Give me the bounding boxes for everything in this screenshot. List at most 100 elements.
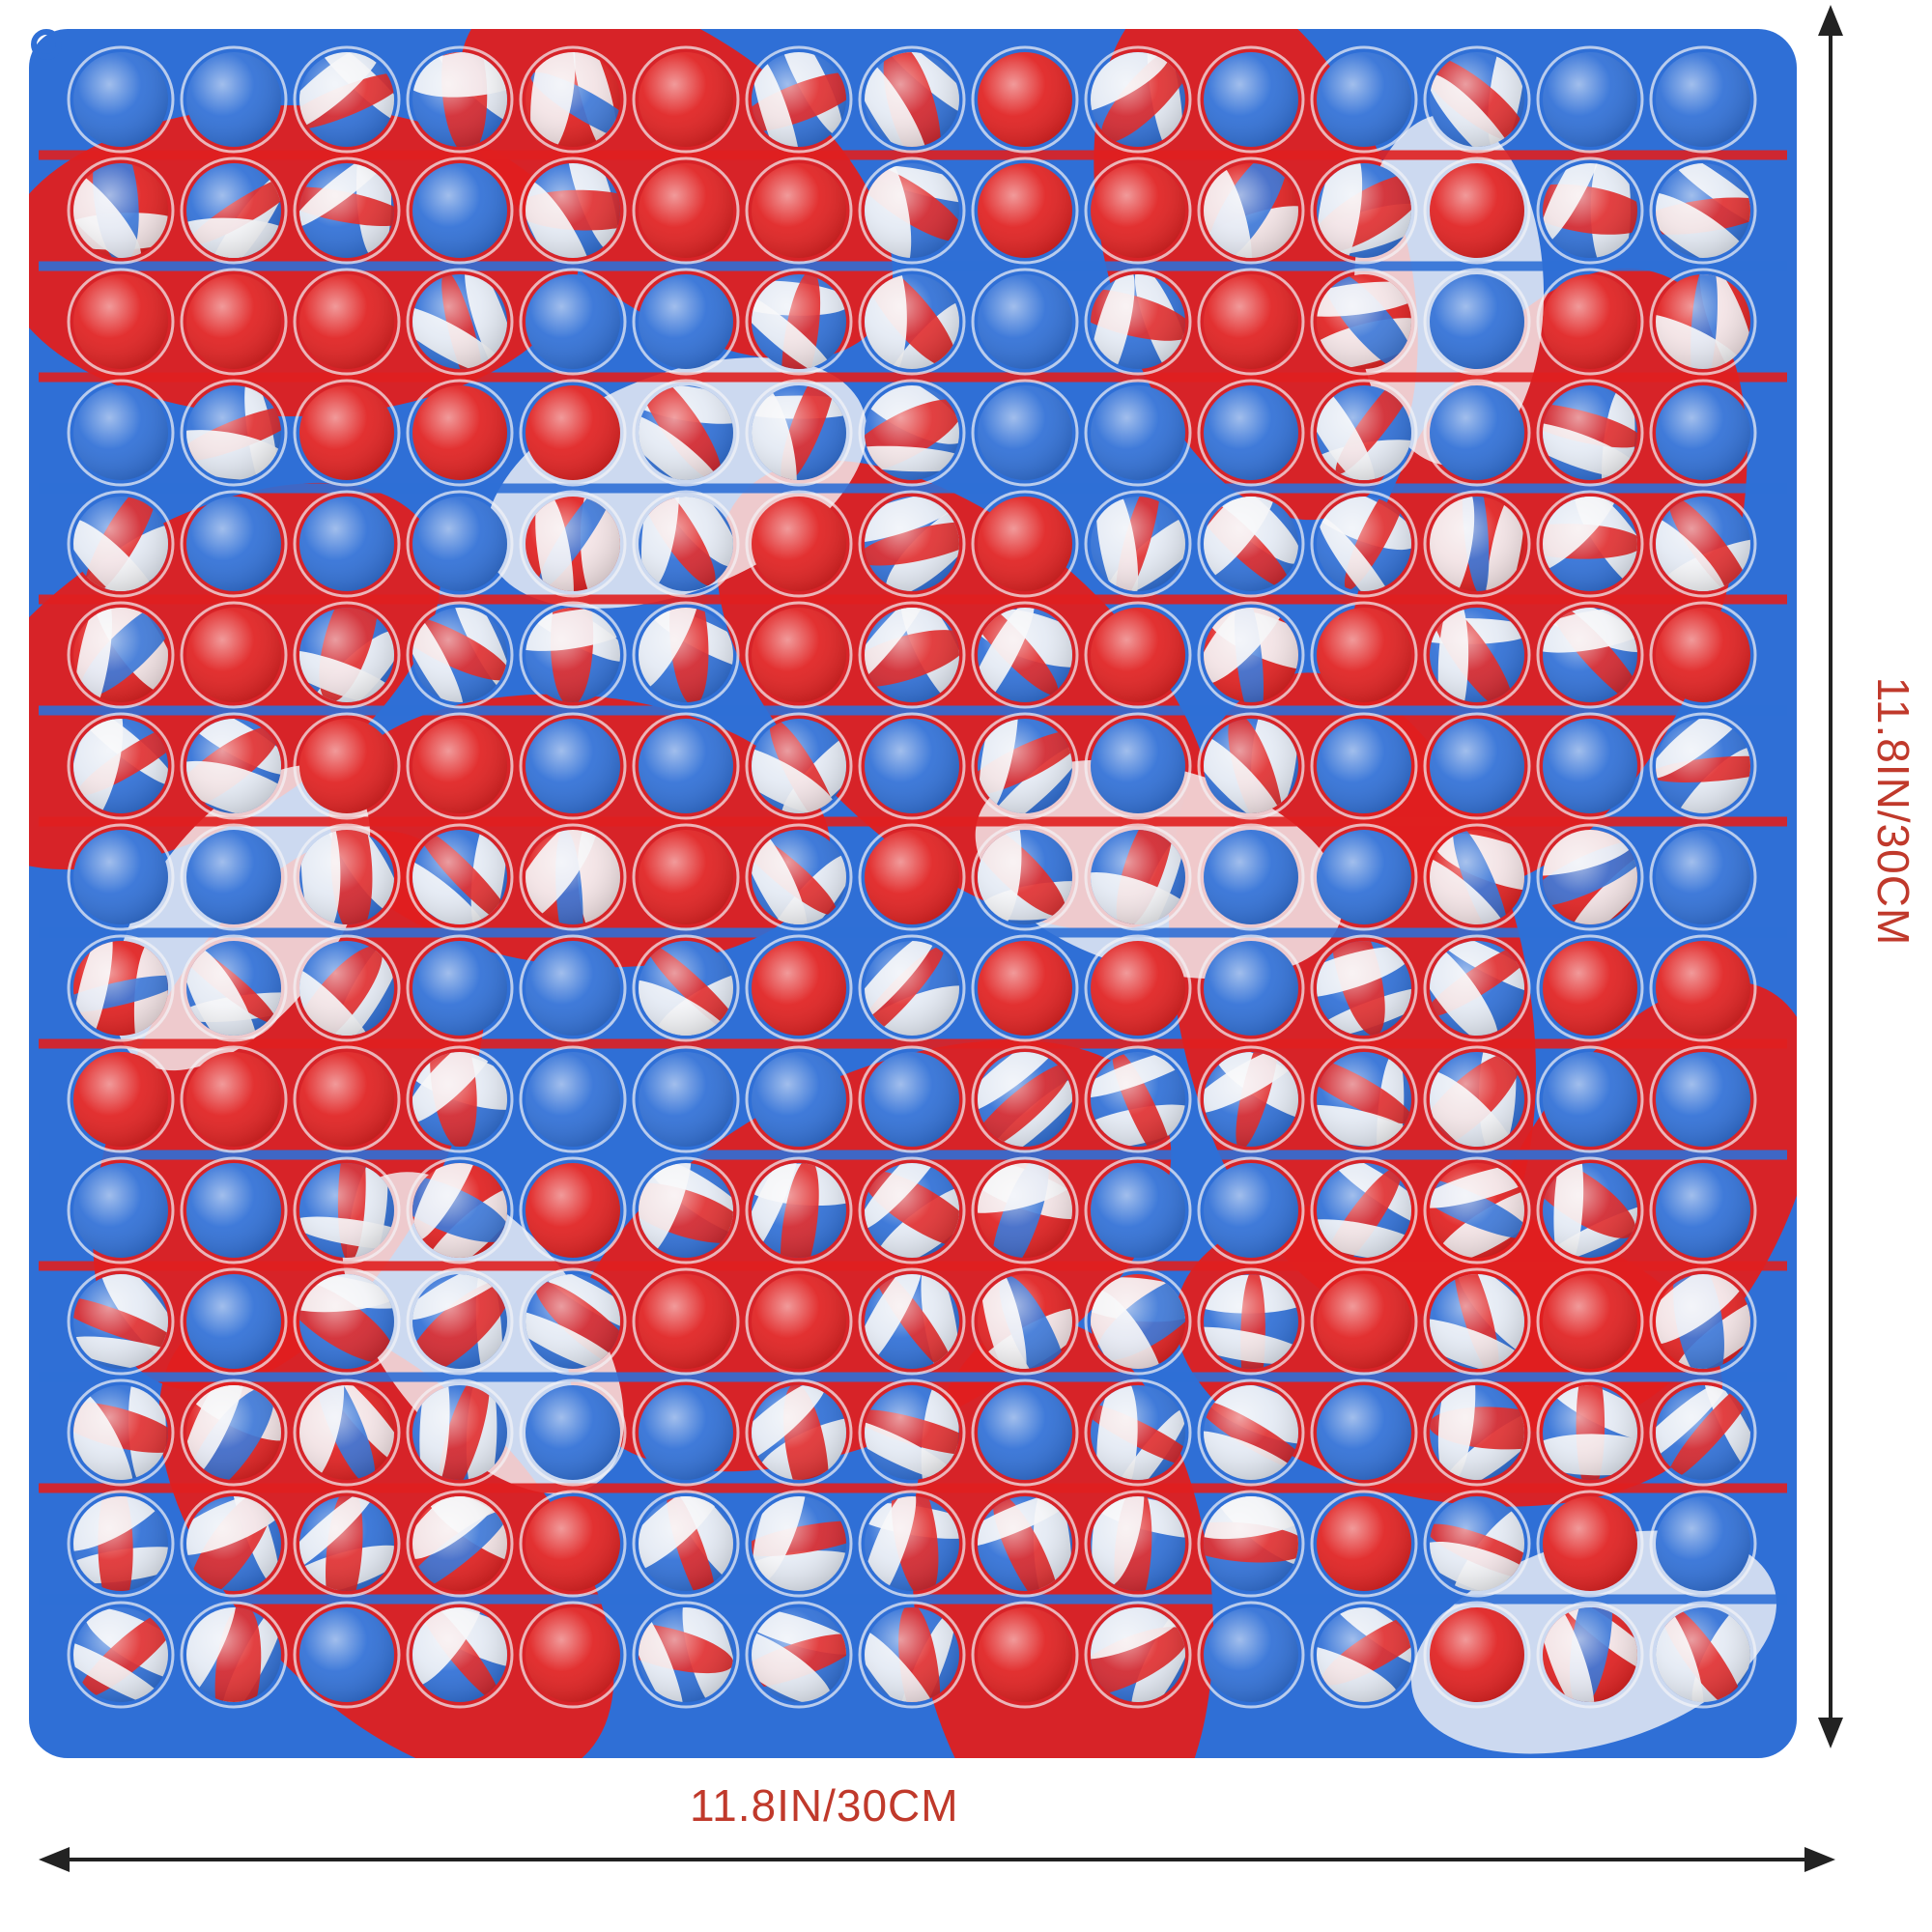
bubble[interactable] <box>289 1126 426 1292</box>
bubble[interactable] <box>1612 488 1793 623</box>
bubble[interactable] <box>1515 120 1656 276</box>
bubble[interactable] <box>839 22 989 178</box>
bubble[interactable] <box>519 379 627 487</box>
bubble[interactable] <box>58 690 200 837</box>
bubble[interactable] <box>519 1156 627 1264</box>
bubble[interactable] <box>519 1490 627 1598</box>
bubble[interactable] <box>711 1369 893 1520</box>
bubble[interactable] <box>1536 712 1644 820</box>
bubble[interactable] <box>1649 601 1757 709</box>
bubble[interactable] <box>165 156 312 291</box>
bubble[interactable] <box>163 1350 303 1512</box>
bubble[interactable] <box>1310 601 1418 709</box>
bubble[interactable] <box>1649 823 1757 931</box>
bubble[interactable] <box>1310 1378 1418 1487</box>
bubble[interactable] <box>267 24 420 154</box>
bubble[interactable] <box>387 1561 554 1709</box>
bubble[interactable] <box>715 268 853 408</box>
bubble[interactable] <box>269 566 415 742</box>
bubble[interactable] <box>406 490 514 598</box>
bubble[interactable] <box>1423 156 1531 265</box>
bubble[interactable] <box>1197 1156 1305 1264</box>
bubble[interactable] <box>394 1011 537 1153</box>
bubble[interactable] <box>47 923 185 1075</box>
bubble[interactable] <box>1536 1267 1644 1376</box>
bubble[interactable] <box>1423 379 1531 487</box>
bubble[interactable] <box>1064 1038 1207 1178</box>
bubble[interactable] <box>1536 268 1644 376</box>
bubble[interactable] <box>632 156 740 265</box>
bubble[interactable] <box>1084 934 1192 1042</box>
bubble[interactable] <box>1527 1357 1675 1492</box>
bubble[interactable] <box>519 1601 627 1709</box>
bubble[interactable] <box>1084 469 1226 612</box>
bubble[interactable] <box>180 1267 288 1376</box>
bubble[interactable] <box>833 351 976 488</box>
bubble[interactable] <box>180 268 288 376</box>
bubble[interactable] <box>519 1045 627 1153</box>
bubble[interactable] <box>371 802 522 951</box>
bubble[interactable] <box>1182 1015 1343 1153</box>
bubble[interactable] <box>1082 1450 1227 1620</box>
bubble[interactable] <box>1197 934 1305 1042</box>
bubble[interactable] <box>519 712 627 820</box>
bubble[interactable] <box>1504 463 1674 609</box>
bubble[interactable] <box>971 490 1079 598</box>
bubble[interactable] <box>1084 379 1192 487</box>
bubble[interactable] <box>705 1597 865 1719</box>
bubble[interactable] <box>971 156 1079 265</box>
bubble[interactable] <box>1413 460 1532 623</box>
bubble[interactable] <box>858 712 966 820</box>
bubble[interactable] <box>1398 1242 1568 1386</box>
bubble[interactable] <box>293 268 401 376</box>
bubble[interactable] <box>392 1455 554 1606</box>
bubble[interactable] <box>406 934 514 1042</box>
bubble[interactable] <box>612 1129 770 1270</box>
bubble[interactable] <box>625 447 752 598</box>
bubble[interactable] <box>1277 1044 1419 1188</box>
bubble[interactable] <box>67 379 175 487</box>
bubble[interactable] <box>1197 268 1305 376</box>
bubble[interactable] <box>293 490 401 598</box>
bubble[interactable] <box>841 140 1002 281</box>
bubble[interactable] <box>1197 45 1305 154</box>
bubble[interactable] <box>731 9 870 185</box>
bubble[interactable] <box>1423 268 1531 376</box>
bubble[interactable] <box>1084 601 1192 709</box>
bubble[interactable] <box>406 379 514 487</box>
bubble[interactable] <box>1183 566 1342 724</box>
bubble[interactable] <box>1066 794 1209 965</box>
bubble[interactable] <box>1423 1348 1565 1505</box>
bubble[interactable] <box>382 255 528 405</box>
bubble[interactable] <box>745 1267 853 1376</box>
bubble[interactable] <box>180 490 288 598</box>
bubble[interactable] <box>180 1156 288 1264</box>
bubble[interactable] <box>1615 1368 1779 1498</box>
bubble[interactable] <box>272 125 411 265</box>
bubble[interactable] <box>971 379 1079 487</box>
bubble[interactable] <box>971 1378 1079 1487</box>
bubble[interactable] <box>617 562 778 709</box>
bubble[interactable] <box>180 1045 288 1153</box>
bubble[interactable] <box>841 1601 966 1742</box>
bubble[interactable] <box>1649 1045 1757 1153</box>
bubble[interactable] <box>632 823 740 931</box>
bubble[interactable] <box>849 1121 997 1283</box>
bubble[interactable] <box>67 45 175 154</box>
bubble[interactable] <box>858 1045 966 1153</box>
bubble[interactable] <box>1392 819 1570 955</box>
bubble[interactable] <box>632 45 740 154</box>
bubble[interactable] <box>1649 45 1757 154</box>
bubble[interactable] <box>180 45 288 154</box>
bubble[interactable] <box>745 601 853 709</box>
bubble[interactable] <box>952 1018 1094 1175</box>
bubble[interactable] <box>971 45 1079 154</box>
bubble[interactable] <box>971 1601 1079 1709</box>
bubble[interactable] <box>1084 712 1192 820</box>
bubble[interactable] <box>51 470 204 628</box>
bubble[interactable] <box>1649 1156 1757 1264</box>
bubble[interactable] <box>1288 257 1435 385</box>
bubble[interactable] <box>1310 45 1418 154</box>
bubble[interactable] <box>953 585 1107 725</box>
bubble[interactable] <box>293 379 401 487</box>
